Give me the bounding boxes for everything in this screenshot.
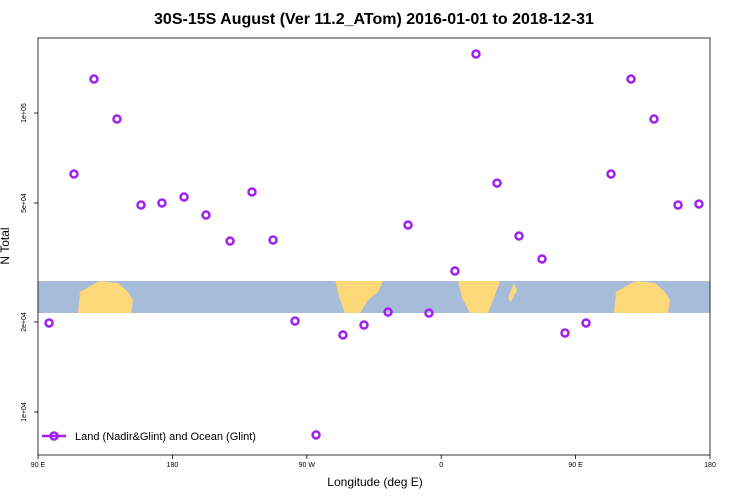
y-tick-label: 2e+04 xyxy=(21,312,28,332)
legend: Land (Nadir&Glint) and Ocean (Glint) xyxy=(42,431,256,443)
point xyxy=(157,198,167,208)
point xyxy=(606,169,616,179)
y-tick-label: 1e+05 xyxy=(21,103,28,123)
point xyxy=(424,308,434,318)
y-tick-label: 1e+04 xyxy=(21,402,28,422)
point xyxy=(471,49,481,59)
chart-title: 30S-15S August (Ver 11.2_ATom) 2016-01-0… xyxy=(154,11,594,28)
point xyxy=(694,199,704,209)
point xyxy=(179,192,189,202)
point xyxy=(112,114,122,124)
x-tick-label: 0 xyxy=(439,462,443,469)
point xyxy=(136,200,146,210)
point xyxy=(450,266,460,276)
point xyxy=(673,200,683,210)
point xyxy=(581,318,591,328)
legend-label: Land (Nadir&Glint) and Ocean (Glint) xyxy=(75,431,256,443)
point xyxy=(44,318,54,328)
x-tick-label: 180 xyxy=(704,462,716,469)
x-tick-label: 90 E xyxy=(568,462,583,469)
x-tick-label: 180 xyxy=(167,462,179,469)
point xyxy=(492,178,502,188)
x-tick-label: 90 W xyxy=(299,462,316,469)
y-axis-label: N Total xyxy=(0,227,12,264)
point xyxy=(560,328,570,338)
point xyxy=(403,220,413,230)
plot-frame xyxy=(37,37,711,456)
point xyxy=(225,236,235,246)
point xyxy=(626,74,636,84)
point xyxy=(268,235,278,245)
point xyxy=(359,320,369,330)
point xyxy=(201,210,211,220)
x-axis-label: Longitude (deg E) xyxy=(327,475,422,489)
x-tick-label: 90 E xyxy=(31,462,46,469)
legend-marker xyxy=(49,431,59,441)
point xyxy=(311,430,321,440)
point xyxy=(290,316,300,326)
point xyxy=(69,169,79,179)
point xyxy=(89,74,99,84)
point xyxy=(649,114,659,124)
y-tick-label: 5e+04 xyxy=(21,193,28,213)
point xyxy=(383,307,393,317)
point xyxy=(514,231,524,241)
map-strip xyxy=(38,281,710,313)
point xyxy=(247,187,257,197)
point xyxy=(338,330,348,340)
point xyxy=(537,254,547,264)
